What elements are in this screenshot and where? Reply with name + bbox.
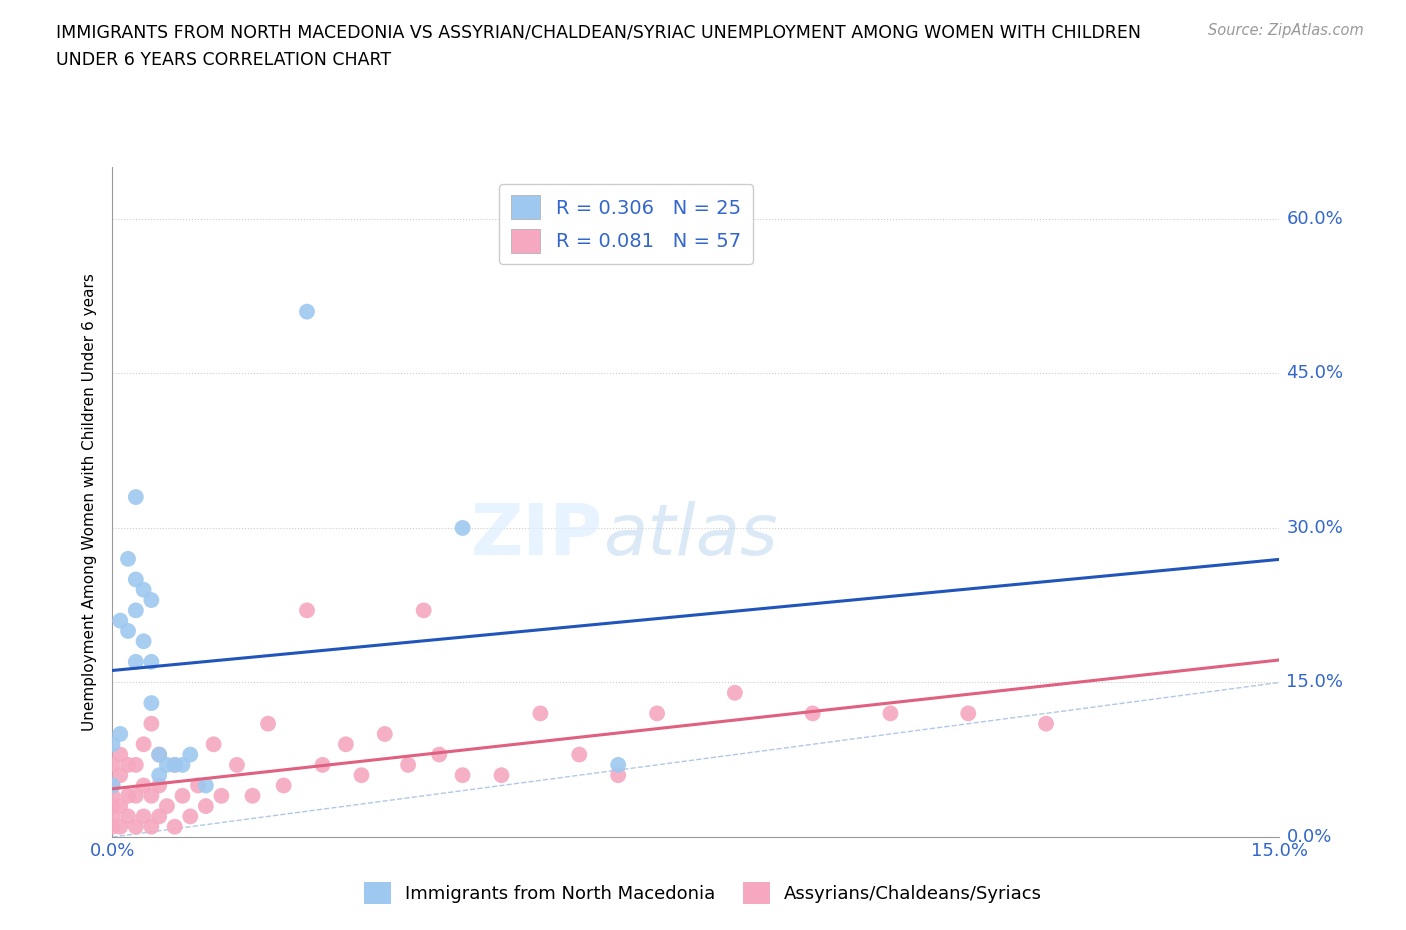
- Point: [101, 737, 124, 751]
- Point: [141, 819, 163, 834]
- Point: [101, 799, 124, 814]
- Point: [335, 737, 357, 751]
- Point: [295, 304, 318, 319]
- Point: [117, 789, 139, 804]
- Point: [257, 716, 280, 731]
- Text: 15.0%: 15.0%: [1286, 673, 1344, 692]
- Point: [125, 789, 148, 804]
- Point: [374, 726, 396, 741]
- Point: [957, 706, 980, 721]
- Point: [645, 706, 668, 721]
- Point: [110, 768, 132, 783]
- Point: [273, 778, 295, 793]
- Text: UNDER 6 YEARS CORRELATION CHART: UNDER 6 YEARS CORRELATION CHART: [56, 51, 391, 69]
- Point: [396, 757, 419, 772]
- Point: [117, 809, 139, 824]
- Point: [163, 757, 186, 772]
- Point: [110, 613, 132, 628]
- Point: [412, 603, 434, 618]
- Point: [156, 757, 179, 772]
- Point: [148, 809, 170, 824]
- Text: Source: ZipAtlas.com: Source: ZipAtlas.com: [1208, 23, 1364, 38]
- Text: 0.0%: 0.0%: [1286, 828, 1331, 846]
- Point: [132, 737, 155, 751]
- Point: [179, 747, 201, 762]
- Point: [724, 685, 747, 700]
- Point: [141, 789, 163, 804]
- Y-axis label: Unemployment Among Women with Children Under 6 years: Unemployment Among Women with Children U…: [82, 273, 97, 731]
- Point: [101, 789, 124, 804]
- Point: [117, 551, 139, 566]
- Point: [148, 778, 170, 793]
- Point: [179, 809, 201, 824]
- Point: [141, 592, 163, 607]
- Point: [132, 809, 155, 824]
- Point: [350, 768, 373, 783]
- Point: [311, 757, 333, 772]
- Point: [110, 726, 132, 741]
- Point: [110, 799, 132, 814]
- Point: [529, 706, 551, 721]
- Point: [141, 696, 163, 711]
- Point: [451, 521, 474, 536]
- Legend: R = 0.306   N = 25, R = 0.081   N = 57: R = 0.306 N = 25, R = 0.081 N = 57: [499, 184, 752, 264]
- Point: [202, 737, 225, 751]
- Point: [209, 789, 232, 804]
- Point: [163, 819, 186, 834]
- Point: [125, 655, 148, 670]
- Point: [187, 778, 209, 793]
- Text: 60.0%: 60.0%: [1286, 210, 1343, 228]
- Point: [148, 747, 170, 762]
- Point: [295, 603, 318, 618]
- Point: [132, 778, 155, 793]
- Point: [1035, 716, 1057, 731]
- Text: 45.0%: 45.0%: [1286, 365, 1344, 382]
- Point: [242, 789, 264, 804]
- Point: [101, 809, 124, 824]
- Point: [125, 572, 148, 587]
- Point: [607, 757, 630, 772]
- Text: IMMIGRANTS FROM NORTH MACEDONIA VS ASSYRIAN/CHALDEAN/SYRIAC UNEMPLOYMENT AMONG W: IMMIGRANTS FROM NORTH MACEDONIA VS ASSYR…: [56, 23, 1142, 41]
- Point: [163, 757, 186, 772]
- Point: [117, 623, 139, 638]
- Text: 30.0%: 30.0%: [1286, 519, 1343, 537]
- Point: [101, 778, 124, 793]
- Point: [110, 819, 132, 834]
- Point: [132, 634, 155, 649]
- Point: [148, 747, 170, 762]
- Point: [607, 768, 630, 783]
- Point: [194, 778, 217, 793]
- Point: [156, 799, 179, 814]
- Point: [491, 768, 513, 783]
- Point: [101, 778, 124, 793]
- Point: [148, 768, 170, 783]
- Point: [879, 706, 901, 721]
- Point: [101, 819, 124, 834]
- Point: [141, 655, 163, 670]
- Text: ZIP: ZIP: [471, 501, 603, 570]
- Point: [801, 706, 824, 721]
- Point: [427, 747, 450, 762]
- Point: [141, 716, 163, 731]
- Point: [125, 819, 148, 834]
- Point: [125, 489, 148, 504]
- Point: [451, 768, 474, 783]
- Point: [172, 757, 194, 772]
- Point: [117, 757, 139, 772]
- Point: [194, 799, 217, 814]
- Point: [110, 747, 132, 762]
- Point: [132, 582, 155, 597]
- Legend: Immigrants from North Macedonia, Assyrians/Chaldeans/Syriacs: Immigrants from North Macedonia, Assyria…: [357, 875, 1049, 911]
- Point: [226, 757, 249, 772]
- Point: [125, 757, 148, 772]
- Text: atlas: atlas: [603, 501, 778, 570]
- Point: [125, 603, 148, 618]
- Point: [101, 757, 124, 772]
- Point: [172, 789, 194, 804]
- Point: [568, 747, 591, 762]
